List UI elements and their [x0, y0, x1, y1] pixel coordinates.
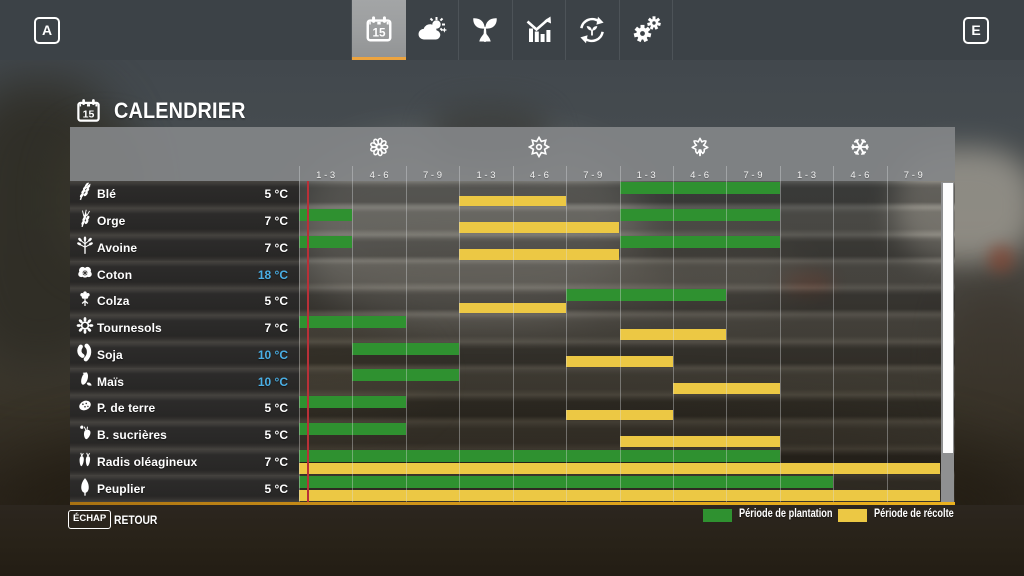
svg-text:15: 15 — [83, 108, 95, 120]
svg-text:15: 15 — [372, 26, 386, 39]
